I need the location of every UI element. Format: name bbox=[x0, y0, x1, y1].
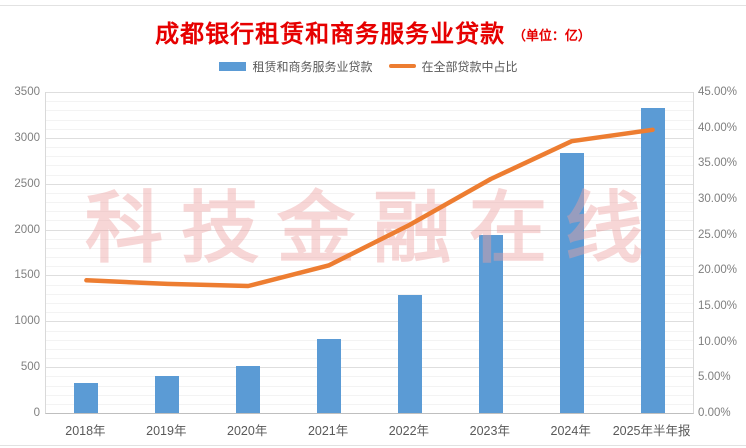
gridline bbox=[46, 211, 693, 213]
gridline bbox=[46, 92, 693, 93]
gridline bbox=[46, 202, 693, 204]
x-axis-label: 2022年 bbox=[388, 424, 430, 438]
bar-2025年半年报 bbox=[640, 107, 665, 413]
left-axis-tick: 2500 bbox=[14, 177, 40, 190]
gridline bbox=[46, 165, 693, 167]
right-axis-tick: 5.00% bbox=[698, 371, 731, 384]
gridline bbox=[46, 302, 693, 304]
gridline bbox=[46, 403, 693, 405]
left-axis-tick: 3500 bbox=[14, 86, 40, 98]
legend-bar-swatch bbox=[219, 61, 247, 71]
gridline bbox=[46, 394, 693, 396]
x-axis-label: 2020年 bbox=[227, 424, 268, 438]
gridline bbox=[46, 376, 693, 378]
left-axis-tick: 1500 bbox=[14, 269, 40, 282]
right-axis-tick: 25.00% bbox=[698, 228, 738, 241]
chart-title-unit: （单位：亿） bbox=[512, 28, 591, 43]
right-axis-tick: 15.00% bbox=[698, 300, 738, 312]
chart-title-text: 成都银行租赁和商务服务业贷款 bbox=[155, 21, 506, 48]
gridline bbox=[46, 367, 693, 369]
gridline bbox=[46, 147, 693, 148]
bar-2018年 bbox=[74, 382, 99, 413]
gridline bbox=[46, 385, 693, 387]
right-axis-tick: 40.00% bbox=[698, 121, 738, 134]
legend-line-swatch bbox=[388, 64, 416, 68]
right-axis-tick: 30.00% bbox=[698, 193, 738, 205]
gridline bbox=[46, 119, 693, 121]
x-axis-label: 2019年 bbox=[146, 424, 187, 438]
gridline bbox=[46, 339, 693, 341]
right-axis-tick: 45.00% bbox=[698, 86, 738, 98]
x-axis-label: 2021年 bbox=[307, 424, 349, 438]
bar-2023年 bbox=[478, 234, 503, 413]
top-divider bbox=[0, 5, 746, 6]
gridline bbox=[46, 284, 693, 286]
left-axis-tick: 3000 bbox=[14, 131, 40, 144]
x-axis-label: 2025年半年报 bbox=[612, 424, 691, 438]
chart-legend: 租赁和商务服务业贷款 在全部贷款中占比 bbox=[45, 58, 692, 74]
ratio-line bbox=[84, 127, 655, 289]
gridline bbox=[46, 183, 693, 185]
gridline bbox=[46, 358, 693, 359]
x-axis-label: 2024年 bbox=[550, 424, 591, 438]
left-axis-tick: 2000 bbox=[14, 223, 40, 236]
legend-line-label: 在全部贷款中占比 bbox=[421, 59, 518, 74]
gridline bbox=[46, 266, 693, 268]
right-axis-tick: 10.00% bbox=[698, 335, 738, 348]
chart-title: 成都银行租赁和商务服务业贷款 （单位：亿） bbox=[0, 14, 746, 49]
gridline bbox=[46, 257, 693, 259]
bar-2019年 bbox=[155, 376, 180, 413]
gridline bbox=[46, 156, 693, 158]
gridline bbox=[46, 330, 693, 332]
right-axis-tick: 0.00% bbox=[698, 407, 731, 419]
legend-bar-label: 租赁和商务服务业贷款 bbox=[252, 59, 373, 74]
left-axis-tick: 1000 bbox=[14, 315, 40, 328]
gridline bbox=[46, 229, 693, 231]
gridline bbox=[46, 312, 693, 314]
bar-2022年 bbox=[397, 294, 422, 413]
gridline bbox=[46, 110, 693, 112]
left-axis-tick: 500 bbox=[20, 361, 40, 374]
gridline bbox=[46, 348, 693, 350]
right-axis-tick: 20.00% bbox=[698, 264, 738, 277]
left-axis-tick: 0 bbox=[33, 407, 40, 419]
gridline bbox=[46, 247, 693, 249]
plot-area bbox=[45, 92, 694, 414]
gridline bbox=[46, 174, 693, 176]
gridline bbox=[46, 101, 693, 103]
gridline bbox=[46, 128, 693, 130]
gridline bbox=[46, 293, 693, 295]
x-axis-label: 2018年 bbox=[65, 424, 106, 438]
gridline bbox=[46, 220, 693, 222]
x-axis-label: 2023年 bbox=[469, 424, 510, 438]
gridline bbox=[46, 275, 693, 277]
right-axis-tick: 35.00% bbox=[698, 157, 738, 170]
x-axis: 2018年 2019年 2020年 2021年 2022年 2023年 2024年 2025年… bbox=[45, 420, 692, 438]
bar-2021年 bbox=[317, 338, 342, 413]
ratio-line-layer bbox=[84, 127, 655, 289]
gridline bbox=[46, 192, 693, 194]
bottom-divider bbox=[0, 445, 746, 446]
bar-2020年 bbox=[236, 365, 261, 413]
gridline bbox=[46, 238, 693, 240]
bar-2024年 bbox=[559, 152, 584, 413]
gridline bbox=[46, 321, 693, 323]
gridline bbox=[46, 137, 693, 139]
